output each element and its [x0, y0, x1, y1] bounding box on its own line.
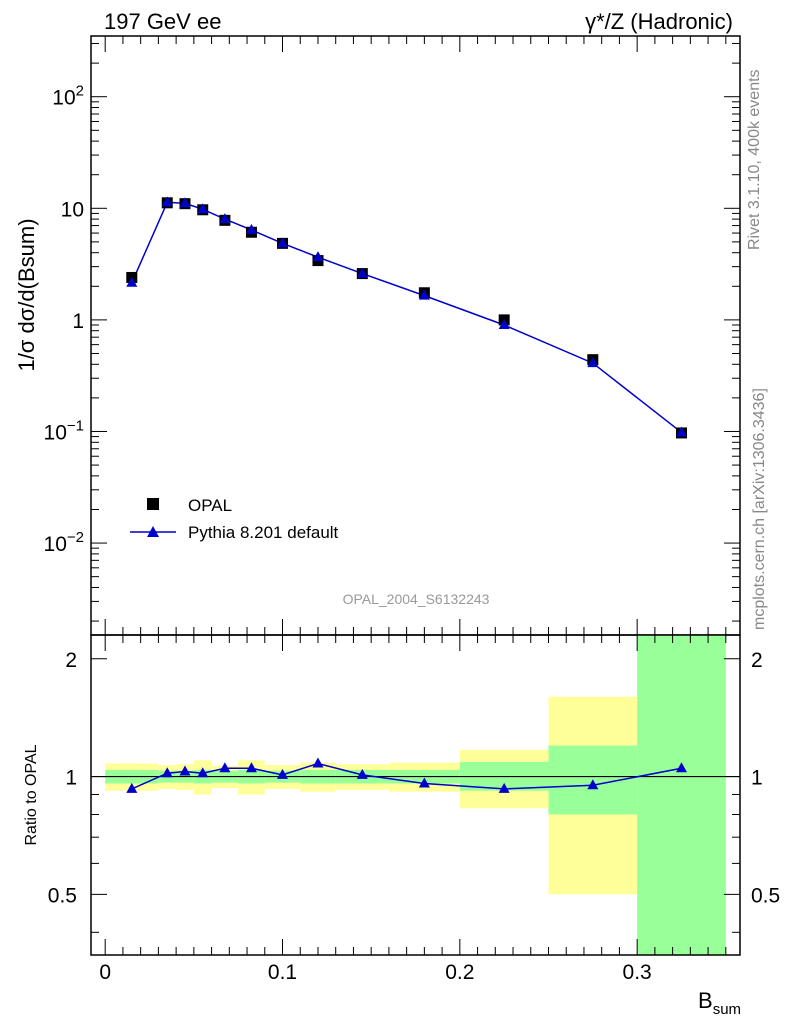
header-left-title: 197 GeV ee [104, 9, 221, 34]
ratio-panel: 0.5 0.5 1 1 2 2 0 0.1 0.2 0.3 Ratio to OPAL Bsum [23, 634, 780, 1018]
ratio-ytick-label-right: 2 [751, 649, 763, 672]
mc-data-point [277, 237, 289, 248]
legend-mc-marker [147, 526, 159, 537]
mc-data-point [587, 357, 599, 368]
ratio-xlabel: Bsum [698, 988, 741, 1018]
main-ylabel: 1/σ dσ/d(Bsum) [14, 218, 39, 371]
ratio-ticks: 0.5 0.5 1 1 2 2 0 0.1 0.2 0.3 [48, 635, 780, 984]
legend-mc-label: Pythia 8.201 default [188, 523, 339, 542]
ratio-mc-point [197, 767, 209, 778]
ratio-mc-point [245, 762, 257, 773]
ratio-xtick-label: 0.2 [445, 961, 474, 984]
mc-data-point [675, 426, 687, 437]
mc-data-point [161, 196, 173, 207]
main-ytick-label: 102 [52, 83, 84, 110]
main-marks [126, 196, 687, 439]
mc-data-point [219, 213, 231, 224]
ratio-mc-point [161, 767, 173, 778]
header-right-title: γ*/Z (Hadronic) [585, 9, 733, 34]
ratio-ytick-label-left: 2 [65, 649, 77, 672]
mc-data-point [197, 203, 209, 214]
ratio-mc-point [675, 762, 687, 773]
main-frame [90, 35, 741, 636]
ratio-mc-point [498, 782, 510, 793]
ratio-bands [105, 635, 726, 955]
ratio-mc-point [587, 779, 599, 790]
mc-data-point [356, 267, 368, 278]
ratio-xtick-label: 0.1 [268, 961, 297, 984]
ratio-ytick-label-left: 1 [65, 767, 77, 790]
ratio-mc-point [356, 768, 368, 779]
mc-data-point [126, 276, 138, 287]
mc-data-point [312, 251, 324, 262]
main-panel: 102 10 1 10−1 10−2 1/σ dσ/d(Bsum) OPAL_2004_… [14, 35, 741, 636]
ratio-xtick-label: 0 [99, 961, 111, 984]
ratio-mc-point [277, 768, 289, 779]
mc-data-point [418, 289, 430, 300]
main-ytick-label: 10−2 [44, 529, 84, 556]
mcplots-note: mcplots.cern.ch [arXiv:1306.3436] [751, 388, 768, 630]
ratio-ylabel: Ratio to OPAL [23, 744, 40, 845]
ratio-mc-point [126, 782, 138, 793]
main-ytick-label: 10 [61, 198, 84, 221]
analysis-watermark: OPAL_2004_S6132243 [343, 591, 490, 607]
ratio-mc-point [418, 777, 430, 788]
mc-line [131, 201, 682, 434]
mc-data-point [179, 197, 191, 208]
legend-opal-label: OPAL [188, 496, 232, 515]
ratio-xtick-label: 0.3 [623, 961, 652, 984]
rivet-version-note: Rivet 3.1.10, 400k events [746, 69, 763, 250]
ratio-mc-point [219, 762, 231, 773]
legend: OPAL Pythia 8.201 default [130, 496, 339, 542]
main-ytick-label: 10−1 [44, 417, 84, 444]
mc-data-point [245, 223, 257, 234]
ratio-mc-point [179, 765, 191, 776]
ratio-mc-point [312, 757, 324, 768]
stat-uncertainty-band [637, 635, 726, 955]
mc-data-point [498, 318, 510, 329]
ratio-ytick-label-left: 0.5 [48, 884, 77, 907]
legend-opal-marker [147, 498, 159, 510]
main-ytick-label: 1 [72, 310, 84, 333]
ratio-ytick-label-right: 0.5 [751, 884, 780, 907]
main-ticks: 102 10 1 10−1 10−2 [44, 36, 740, 635]
ratio-ytick-label-right: 1 [751, 767, 763, 790]
ratio-frame [90, 634, 741, 956]
ratio-marks [91, 757, 740, 793]
